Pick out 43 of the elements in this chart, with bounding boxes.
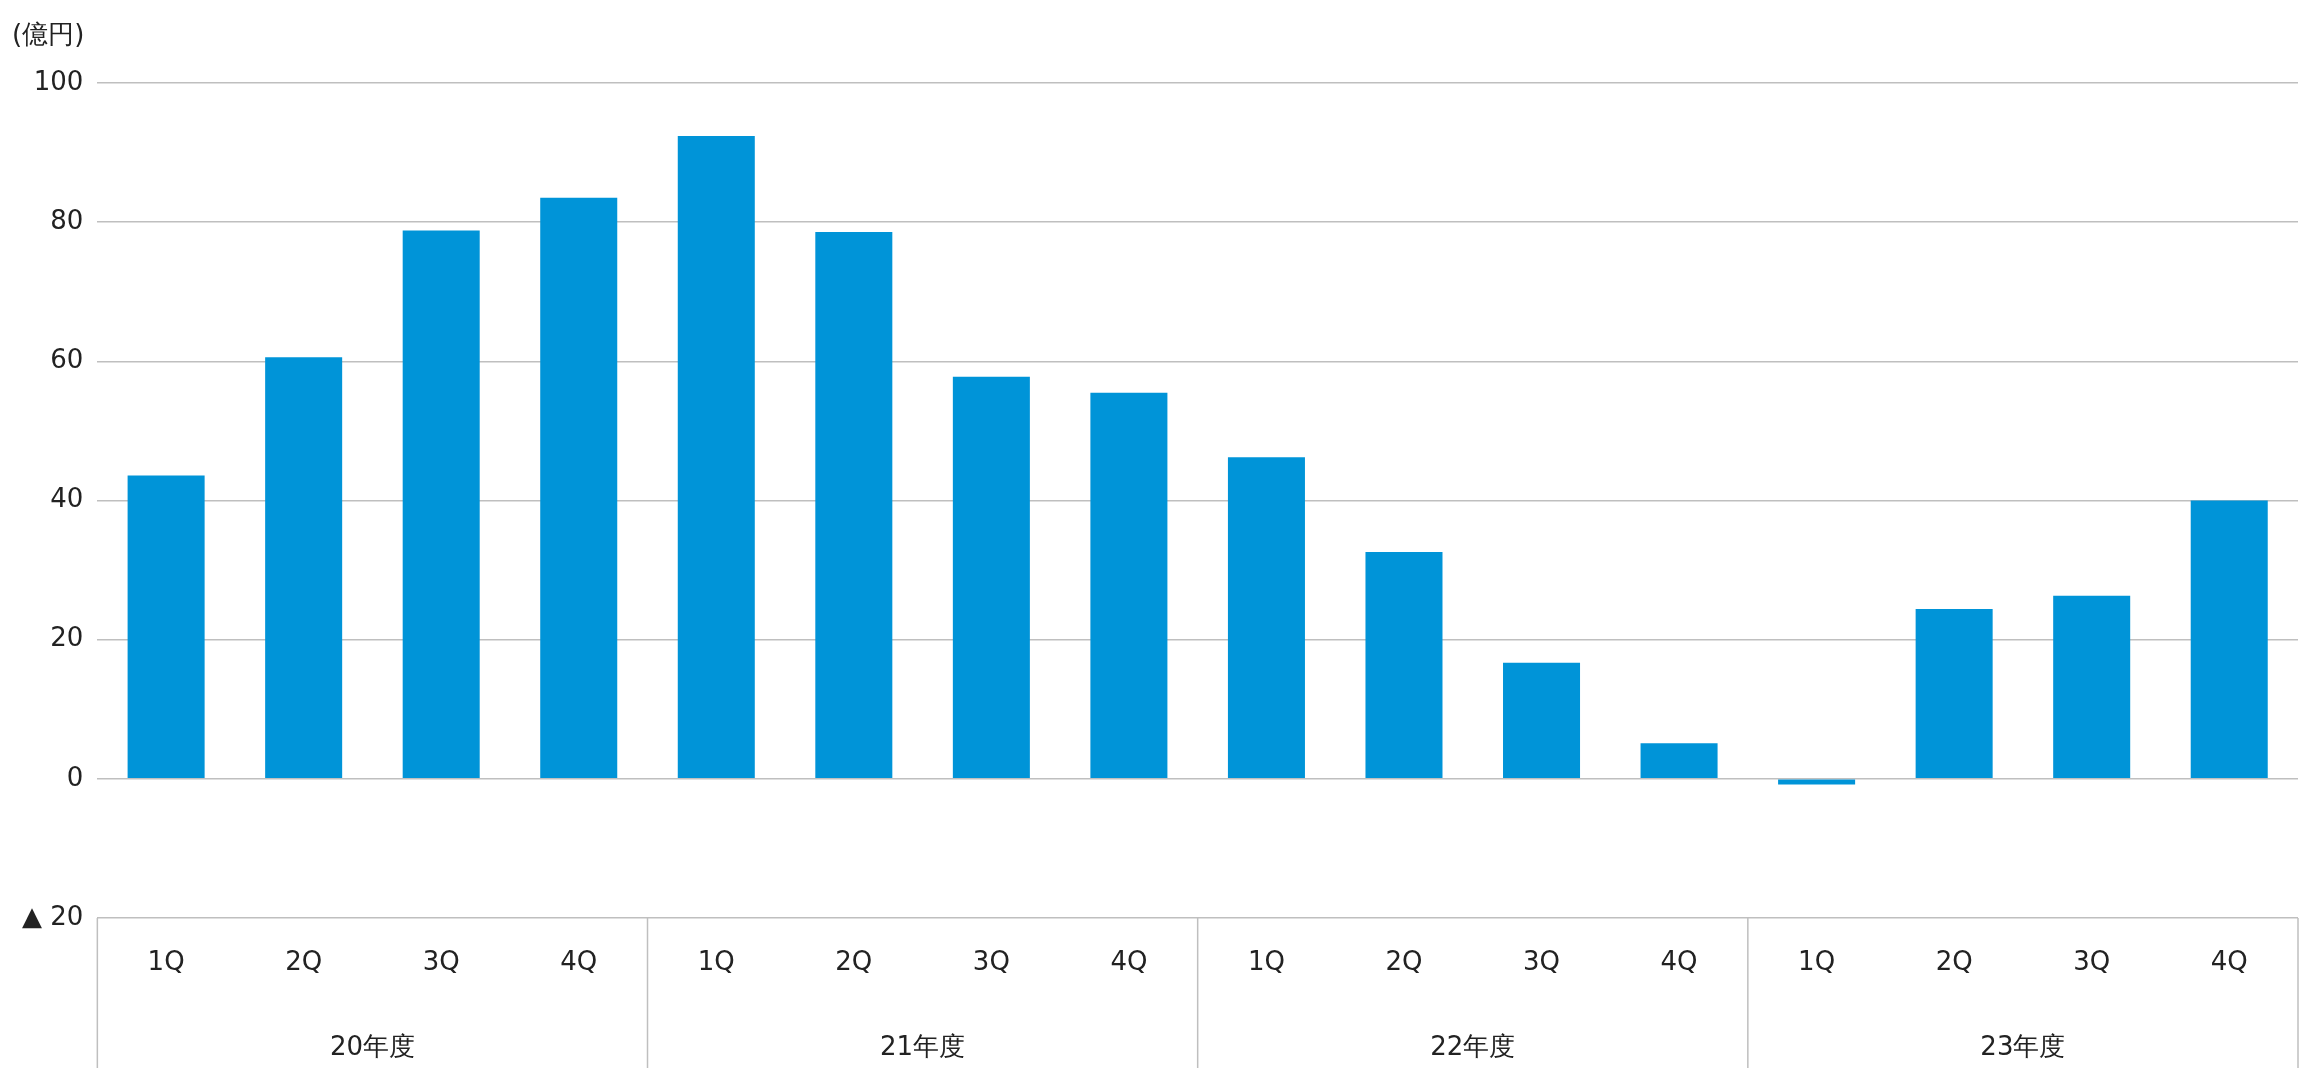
y-axis-title: (億円) bbox=[12, 18, 85, 49]
y-tick-label: 60 bbox=[50, 344, 84, 375]
bar bbox=[265, 357, 343, 779]
x-tick-label: 3Q bbox=[2073, 945, 2111, 976]
bar bbox=[1915, 609, 1993, 779]
y-tick-label: 0 bbox=[66, 761, 84, 792]
x-tick-label: 2Q bbox=[1935, 945, 1973, 976]
x-tick-label: 1Q bbox=[697, 945, 735, 976]
bar bbox=[540, 197, 618, 779]
bar bbox=[815, 231, 893, 779]
x-tick-label: 2Q bbox=[835, 945, 873, 976]
x-tick-label: 2Q bbox=[1385, 945, 1423, 976]
x-tick-label: 3Q bbox=[1523, 945, 1561, 976]
bar bbox=[1640, 743, 1718, 779]
y-tick-label: 100 bbox=[33, 65, 84, 96]
x-tick-label: 2Q bbox=[285, 945, 323, 976]
text: 23年度 bbox=[1980, 1030, 2066, 1061]
bar bbox=[1503, 662, 1581, 779]
bar bbox=[1365, 551, 1443, 779]
x-tick-label: 4Q bbox=[1110, 945, 1148, 976]
bar bbox=[1090, 392, 1168, 779]
bar bbox=[402, 230, 480, 779]
x-tick-label: 4Q bbox=[560, 945, 598, 976]
x-tick-label: 1Q bbox=[1798, 945, 1836, 976]
y-tick-label: 40 bbox=[50, 483, 84, 514]
bar bbox=[2053, 595, 2131, 779]
bar bbox=[127, 475, 205, 779]
text: 20年度 bbox=[329, 1030, 415, 1061]
x-tick-label: 3Q bbox=[422, 945, 460, 976]
bar bbox=[1227, 457, 1305, 779]
x-tick-label: 4Q bbox=[1660, 945, 1698, 976]
x-tick-label: 3Q bbox=[972, 945, 1010, 976]
y-tick-label: ▲ 20 bbox=[22, 900, 84, 931]
x-tick-label: 1Q bbox=[147, 945, 185, 976]
x-tick-label: 4Q bbox=[2210, 945, 2248, 976]
x-tick-label: 1Q bbox=[1247, 945, 1285, 976]
y-tick-label: 20 bbox=[50, 622, 84, 653]
bar bbox=[677, 135, 755, 779]
text: 21年度 bbox=[880, 1030, 966, 1061]
text: 22年度 bbox=[1430, 1030, 1516, 1061]
y-tick-label: 80 bbox=[50, 204, 84, 235]
bar bbox=[2190, 500, 2268, 779]
bar bbox=[952, 376, 1030, 779]
